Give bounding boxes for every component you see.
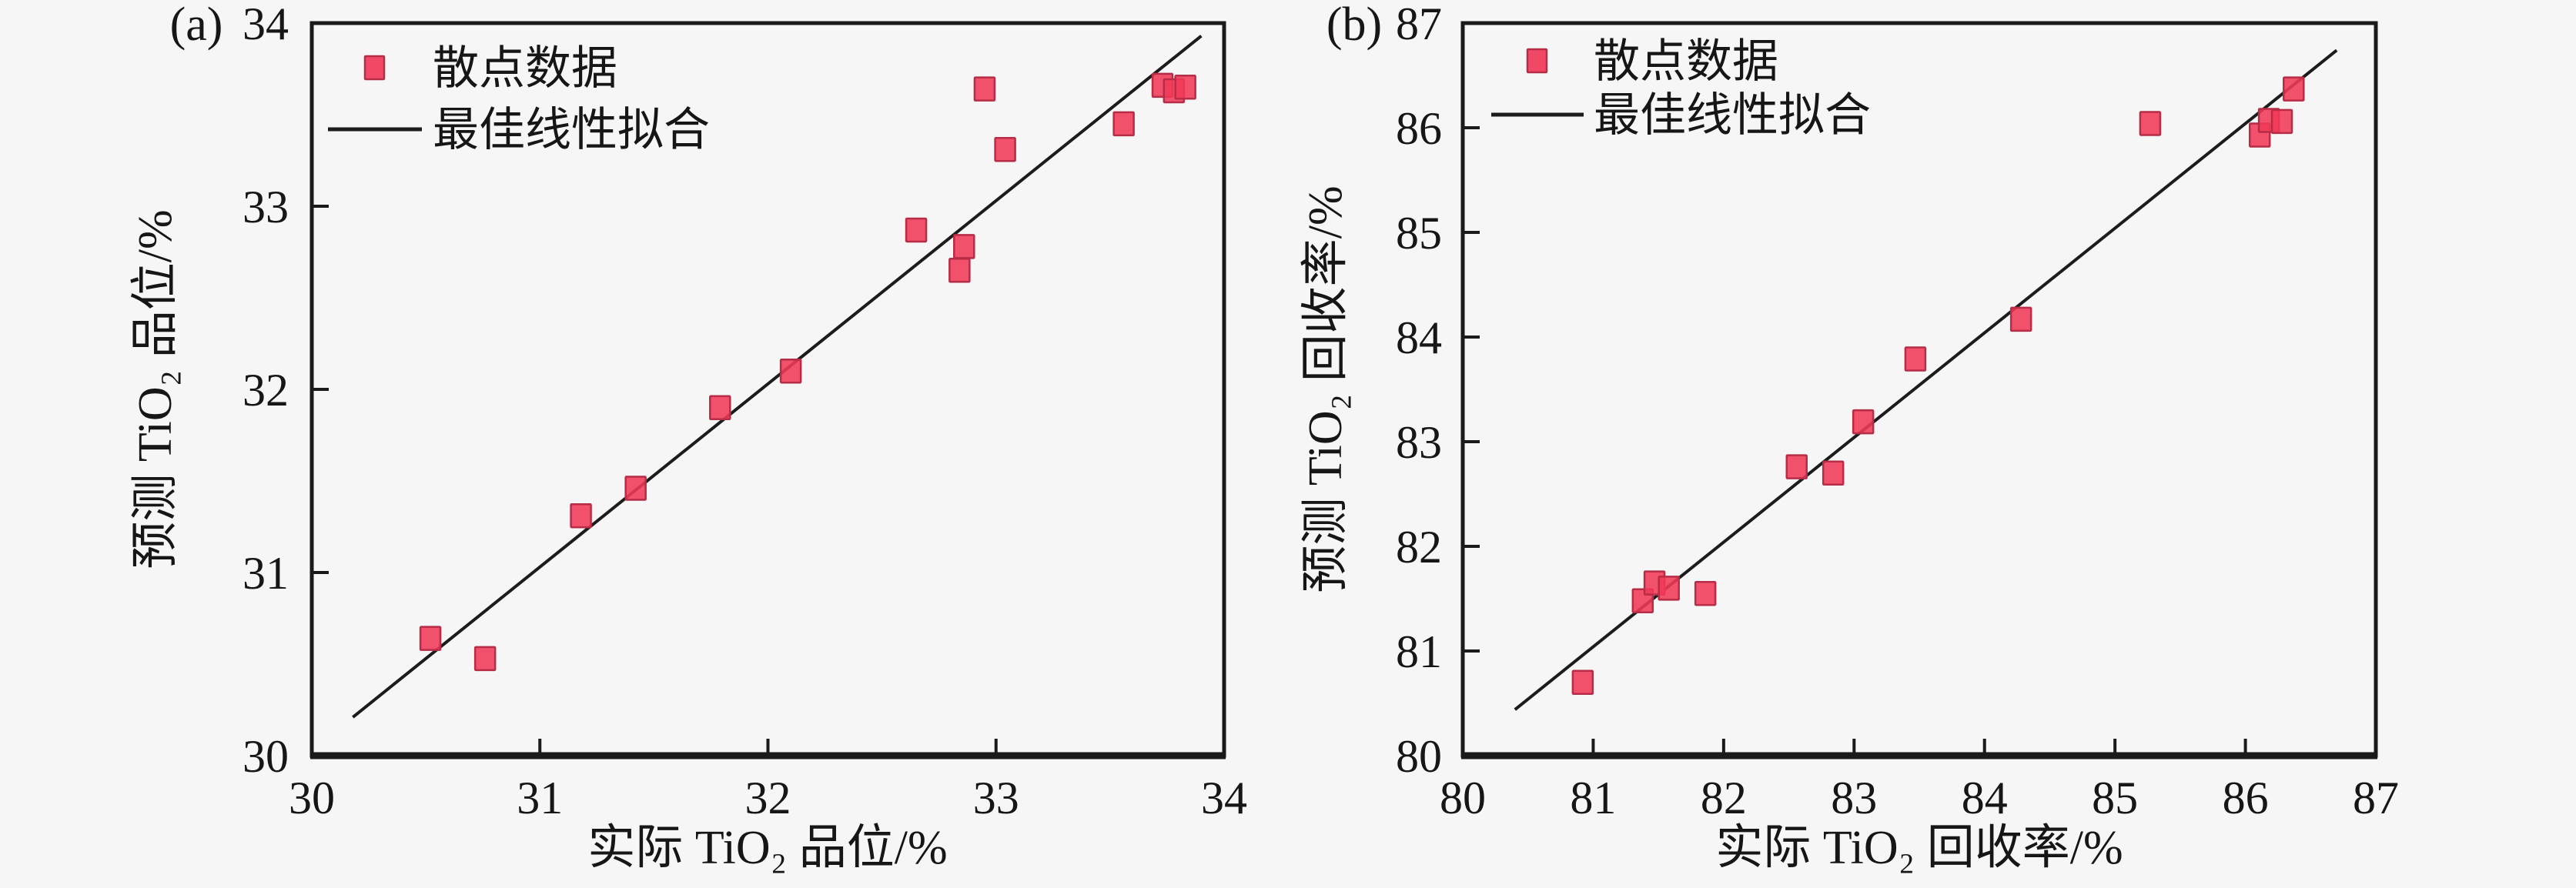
scatter-point bbox=[2270, 108, 2293, 135]
x-axis-title-b: 实际 TiO₂ 回收率/% bbox=[1715, 822, 2123, 874]
scatter-point bbox=[779, 358, 802, 384]
fit-line bbox=[352, 35, 1203, 719]
legend-label-fit: 最佳线性拟合 bbox=[1594, 90, 1871, 141]
scatter-point bbox=[973, 76, 996, 102]
y-tick-label: 30 bbox=[243, 731, 289, 782]
scatter-point bbox=[419, 626, 442, 651]
y-tick-label: 80 bbox=[1396, 731, 1442, 782]
legend-marker-icon bbox=[363, 55, 386, 81]
y-tick-label: 87 bbox=[1396, 0, 1442, 49]
x-tick-label: 87 bbox=[2353, 773, 2399, 823]
legend-label-scatter: 散点数据 bbox=[433, 43, 617, 94]
y-tick-label: 85 bbox=[1396, 208, 1442, 259]
x-tick-label: 82 bbox=[1701, 773, 1747, 823]
x-axis-title-a: 实际 TiO₂ 品位/% bbox=[587, 822, 947, 874]
x-tick-label: 83 bbox=[1831, 773, 1877, 823]
plot-panel-b: 80 81 82 83 84 85 86 87 80 81 82 83 84 85 86 87 散点数据最佳线性… bbox=[1396, 0, 2399, 823]
scatter-point bbox=[1822, 460, 1845, 486]
x-tick-label: 86 bbox=[2223, 773, 2269, 823]
panel-b-label: (b) bbox=[1326, 0, 1382, 51]
y-tick-label: 32 bbox=[243, 365, 289, 416]
y-tick-label: 33 bbox=[243, 182, 289, 232]
scatter-point bbox=[2283, 76, 2305, 102]
x-tick-label: 31 bbox=[517, 773, 563, 823]
x-tick-label: 85 bbox=[2092, 773, 2138, 823]
scatter-point bbox=[2009, 306, 2032, 332]
scatter-point bbox=[1694, 580, 1717, 606]
scatter-point bbox=[1852, 409, 1875, 435]
x-tick-label: 32 bbox=[745, 773, 791, 823]
x-tick-label: 34 bbox=[1201, 773, 1247, 823]
scatter-point bbox=[1174, 75, 1196, 100]
scatter-point bbox=[948, 258, 971, 283]
x-tick-label: 30 bbox=[289, 773, 335, 823]
y-tick-label: 84 bbox=[1396, 312, 1442, 363]
x-tick-label: 33 bbox=[973, 773, 1019, 823]
scatter-point bbox=[570, 502, 592, 529]
legend-label-scatter: 散点数据 bbox=[1594, 36, 1778, 87]
scatter-point bbox=[473, 646, 497, 672]
scatter-point bbox=[1112, 111, 1135, 137]
scatter-point bbox=[1904, 346, 1927, 372]
scatter-point bbox=[2139, 111, 2162, 136]
scatter-point bbox=[1658, 576, 1680, 601]
y-axis-title-b: 预测 TiO₂ 回收率/% bbox=[1300, 185, 1352, 593]
scatter-point bbox=[905, 217, 928, 243]
y-tick-label: 31 bbox=[243, 548, 289, 599]
scatter-point bbox=[1571, 669, 1594, 696]
legend-label-fit: 最佳线性拟合 bbox=[433, 105, 710, 155]
y-tick-label: 82 bbox=[1396, 522, 1442, 573]
scatter-point bbox=[1785, 454, 1808, 479]
y-axis-title-a: 预测 TiO₂ 品位/% bbox=[129, 209, 182, 569]
y-tick-label: 34 bbox=[243, 0, 289, 49]
x-tick-label: 80 bbox=[1440, 773, 1486, 823]
scatter-point bbox=[709, 395, 731, 421]
panel-a-label: (a) bbox=[170, 0, 223, 51]
y-tick-label: 83 bbox=[1396, 417, 1442, 468]
scatter-point bbox=[994, 136, 1016, 162]
x-tick-label: 81 bbox=[1570, 773, 1616, 823]
y-tick-label: 81 bbox=[1396, 626, 1442, 677]
x-tick-label: 84 bbox=[1962, 773, 2008, 823]
scatter-point bbox=[953, 234, 975, 259]
scatter-point bbox=[624, 476, 647, 501]
legend-marker-icon bbox=[1526, 48, 1548, 74]
y-tick-label: 86 bbox=[1396, 103, 1442, 154]
